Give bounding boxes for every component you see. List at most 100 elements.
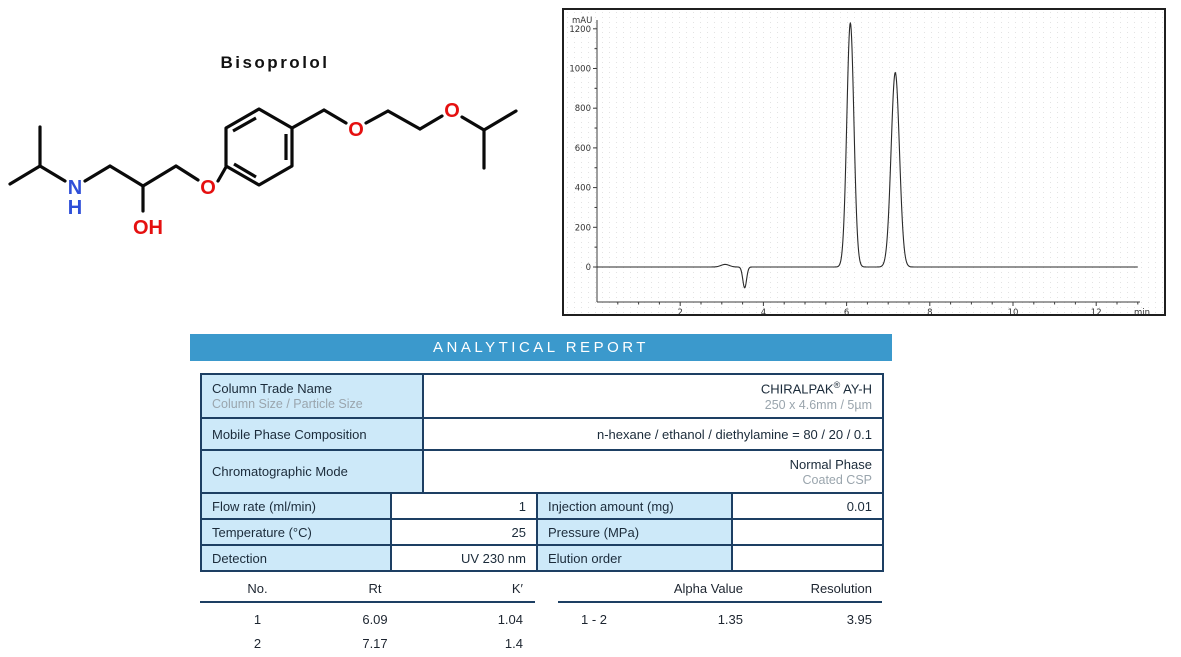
table-row: Detection UV 230 nm Elution order xyxy=(200,544,884,572)
peak-rt: 6.09 xyxy=(362,612,388,627)
peak-no: 2 xyxy=(253,636,262,651)
bond xyxy=(8,164,42,186)
atom-label: O xyxy=(200,177,216,199)
pressure-label: Pressure (MPa) xyxy=(536,518,733,546)
y-tick-label: 600 xyxy=(575,144,591,154)
benzene-ring xyxy=(224,107,294,187)
bond xyxy=(322,108,348,125)
y-tick-label: 200 xyxy=(575,223,591,233)
resolution-value: 3.95 xyxy=(846,612,872,627)
x-tick-label: 12 xyxy=(1091,308,1102,314)
column-name-suffix: AY-H xyxy=(840,381,872,397)
bond xyxy=(216,165,228,183)
y-tick-label: 0 xyxy=(586,263,591,273)
bond xyxy=(290,108,326,130)
bond xyxy=(174,164,200,182)
table-row: Mobile Phase Composition n-hexane / etha… xyxy=(200,417,884,451)
bond xyxy=(386,109,422,131)
mobile-phase-value: n-hexane / ethanol / diethylamine = 80 /… xyxy=(422,417,884,451)
results-table-left: No. Rt K′ 1 6.09 1.04 2 7.17 1.4 xyxy=(200,581,535,651)
bond xyxy=(141,164,178,188)
y-tick-label: 1000 xyxy=(569,65,591,75)
col-header-rt: Rt xyxy=(368,581,382,596)
table-row: 1 - 2 1.35 3.95 xyxy=(558,612,882,627)
bond xyxy=(460,115,486,132)
atom-label: H xyxy=(68,197,82,219)
csp-type-value: Coated CSP xyxy=(802,472,872,487)
x-axis-unit-label: min xyxy=(1134,308,1150,314)
column-size-value: 250 x 4.6mm / 5µm xyxy=(764,397,872,412)
peak-rt: 7.17 xyxy=(362,636,388,651)
registered-mark: ® xyxy=(833,380,841,391)
analytical-report-title: ANALYTICAL REPORT xyxy=(433,339,649,356)
flow-rate-label: Flow rate (ml/min) xyxy=(200,492,392,520)
chromatogram-trace xyxy=(596,22,1138,289)
atom-label: N xyxy=(68,177,82,199)
mobile-phase-label: Mobile Phase Composition xyxy=(200,417,424,451)
table-row: 2 7.17 1.4 xyxy=(200,636,535,651)
col-header-alpha: Alpha Value xyxy=(673,581,743,596)
chromatographic-mode-label: Chromatographic Mode xyxy=(200,449,424,494)
table-row: 1 6.09 1.04 xyxy=(200,612,535,627)
y-tick-label: 1200 xyxy=(569,25,591,35)
elution-order-label: Elution order xyxy=(536,544,733,572)
temperature-value: 25 xyxy=(390,518,538,546)
results-table-right: Alpha Value Resolution 1 - 2 1.35 3.95 xyxy=(558,581,882,627)
alpha-value: 1.35 xyxy=(717,612,743,627)
chromatogram-plot: 0 200 400 600 800 1000 1200 2 4 6 8 10 12 mAU min xyxy=(569,16,1150,314)
injection-amount-label: Injection amount (mg) xyxy=(536,492,733,520)
conditions-table: Flow rate (ml/min) 1 Injection amount (m… xyxy=(200,492,884,572)
results-left-header-row: No. Rt K′ xyxy=(200,581,535,603)
analytical-report-header: ANALYTICAL REPORT xyxy=(190,334,892,361)
table-row: Temperature (°C) 25 Pressure (MPa) xyxy=(200,518,884,546)
molecule-structure: NH OH O O O xyxy=(8,100,518,239)
compound-title: Bisoprolol xyxy=(220,53,330,72)
double-bond xyxy=(233,162,257,179)
x-tick-label: 10 xyxy=(1008,308,1019,314)
atom-label: O xyxy=(348,119,364,141)
x-tick-label: 4 xyxy=(761,308,766,314)
temperature-label: Temperature (°C) xyxy=(200,518,392,546)
bond xyxy=(364,109,390,125)
col-header-no: No. xyxy=(247,581,268,596)
bond xyxy=(108,164,145,188)
detection-value: UV 230 nm xyxy=(390,544,538,572)
double-bond xyxy=(232,116,257,133)
table-row: Column Trade Name Column Size / Particle… xyxy=(200,373,884,419)
col-header-resolution: Resolution xyxy=(810,581,872,596)
col-header-kprime: K′ xyxy=(511,581,523,596)
atom-label: O xyxy=(444,100,460,122)
x-tick-label: 8 xyxy=(927,308,932,314)
elution-order-value xyxy=(731,544,884,572)
column-trade-name-value: CHIRALPAK® AY-H xyxy=(430,380,872,396)
flow-rate-value: 1 xyxy=(390,492,538,520)
y-tick-label: 400 xyxy=(575,184,591,194)
injection-amount-value: 0.01 xyxy=(731,492,884,520)
bond xyxy=(83,164,112,183)
y-axis-unit-label: mAU xyxy=(572,16,592,26)
column-trade-name-cell: Column Trade Name Column Size / Particle… xyxy=(200,373,424,419)
x-tick-label: 2 xyxy=(677,308,682,314)
pressure-value xyxy=(731,518,884,546)
column-info-table: Column Trade Name Column Size / Particle… xyxy=(200,373,884,494)
column-name-text: CHIRALPAK xyxy=(760,381,834,397)
peak-no: 1 xyxy=(253,612,262,627)
chromatographic-mode-value: Normal Phase xyxy=(789,456,872,472)
peak-kprime: 1.4 xyxy=(504,636,523,651)
bond xyxy=(418,114,444,131)
table-row: Flow rate (ml/min) 1 Injection amount (m… xyxy=(200,492,884,520)
column-trade-name-value-cell: CHIRALPAK® AY-H 250 x 4.6mm / 5µm xyxy=(422,373,884,419)
x-tick-label: 6 xyxy=(844,308,849,314)
y-tick-label: 800 xyxy=(575,104,591,114)
atom-label: OH xyxy=(133,217,163,239)
column-trade-name-label: Column Trade Name xyxy=(212,381,332,396)
table-row: Chromatographic Mode Normal Phase Coated… xyxy=(200,449,884,494)
chromatogram-panel: 0 200 400 600 800 1000 1200 2 4 6 8 10 12 mAU min xyxy=(562,8,1166,316)
chromatographic-mode-value-cell: Normal Phase Coated CSP xyxy=(422,449,884,494)
column-size-label: Column Size / Particle Size xyxy=(212,397,363,411)
peak-pair: 1 - 2 xyxy=(580,612,607,627)
bond xyxy=(482,109,518,132)
col-header-pair xyxy=(558,581,630,596)
peak-kprime: 1.04 xyxy=(497,612,523,627)
